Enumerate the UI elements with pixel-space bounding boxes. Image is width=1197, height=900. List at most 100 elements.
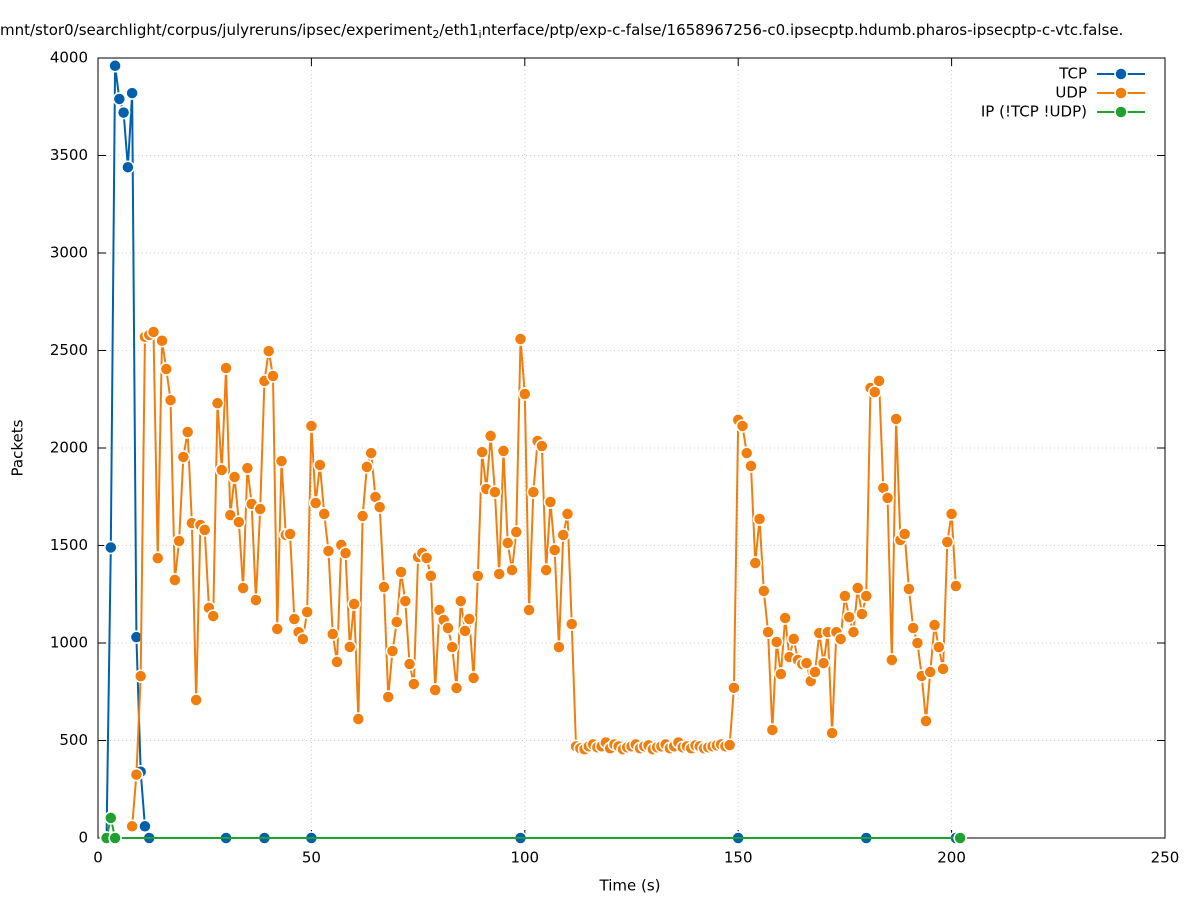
data-point	[927, 618, 942, 632]
data-point	[944, 507, 959, 521]
data-point	[232, 515, 246, 529]
data-point	[180, 425, 195, 439]
series-line	[131, 330, 957, 827]
data-point	[940, 535, 955, 549]
data-point	[163, 393, 178, 407]
x-tick-label: 200	[937, 849, 966, 867]
data-point	[471, 569, 485, 583]
data-point	[168, 573, 182, 587]
data-point	[210, 396, 225, 410]
data-point	[129, 630, 144, 644]
data-point	[419, 551, 434, 565]
data-point	[270, 622, 285, 636]
data-point	[317, 507, 331, 521]
x-tick-label: 150	[724, 849, 753, 867]
data-point	[744, 459, 758, 473]
data-point	[556, 528, 570, 542]
data-point	[274, 454, 289, 468]
title-part: 2	[432, 28, 439, 41]
data-point	[859, 589, 873, 603]
data-point	[880, 491, 895, 505]
data-point	[381, 690, 395, 704]
data-point	[850, 581, 865, 595]
data-point	[407, 677, 421, 691]
data-point	[360, 460, 374, 474]
data-point	[496, 444, 511, 458]
data-point	[522, 603, 536, 617]
data-point	[816, 656, 831, 670]
data-point	[133, 669, 148, 683]
data-point	[889, 412, 903, 426]
data-point	[552, 640, 566, 654]
data-point	[227, 470, 242, 484]
data-point	[949, 579, 963, 593]
data-point	[236, 581, 250, 595]
data-point	[197, 523, 212, 537]
data-point	[833, 632, 848, 646]
y-tick-label: 1500	[50, 536, 88, 554]
data-point	[748, 556, 763, 570]
data-point	[739, 446, 754, 460]
data-point	[351, 712, 366, 726]
y-tick-label: 2500	[50, 341, 88, 359]
data-point	[296, 632, 310, 646]
data-point	[449, 681, 464, 695]
data-point	[932, 640, 946, 654]
legend-label: TCP	[1058, 65, 1087, 83]
data-point	[919, 714, 933, 728]
data-point	[547, 543, 562, 557]
y-tick-label: 3500	[50, 146, 88, 164]
data-point	[722, 738, 737, 752]
data-point	[176, 450, 191, 464]
data-point	[151, 551, 165, 565]
title-part: i	[479, 28, 482, 41]
data-point	[112, 92, 127, 106]
data-point	[394, 565, 408, 579]
data-point	[838, 589, 852, 603]
plot-area	[99, 59, 967, 845]
data-point	[206, 609, 220, 623]
data-point	[129, 767, 144, 782]
legend-marker	[1114, 105, 1128, 119]
x-tick-label: 0	[93, 849, 103, 867]
data-point	[518, 387, 532, 401]
data-point	[564, 617, 579, 631]
data-point	[902, 582, 916, 596]
data-point	[219, 361, 233, 375]
data-point	[104, 540, 118, 555]
data-point	[428, 683, 442, 697]
data-point	[786, 632, 801, 646]
data-point	[223, 508, 238, 522]
data-point	[108, 831, 122, 845]
data-point	[936, 662, 950, 676]
data-point	[338, 546, 353, 560]
y-tick-label: 3000	[50, 244, 88, 262]
data-point	[526, 485, 541, 499]
y-tick-label: 4000	[50, 49, 88, 67]
data-point	[125, 86, 139, 100]
data-point	[906, 621, 920, 635]
data-point	[535, 439, 549, 453]
data-point	[846, 625, 861, 639]
data-point	[560, 507, 575, 521]
data-point	[138, 819, 152, 834]
data-point	[462, 612, 477, 626]
data-point	[505, 563, 519, 577]
data-point	[458, 624, 472, 638]
data-point	[304, 419, 319, 433]
data-point	[215, 463, 229, 477]
data-point	[513, 332, 528, 346]
data-point	[377, 580, 391, 594]
data-point	[500, 536, 515, 550]
title-part: nterface/ptp/exp-c-false/1658967256-c0.i…	[482, 21, 1124, 39]
data-point	[343, 640, 357, 654]
data-point	[825, 726, 839, 740]
data-point	[868, 385, 882, 399]
data-point	[308, 496, 323, 510]
data-point	[897, 527, 912, 541]
data-point	[155, 334, 169, 348]
data-point	[253, 502, 267, 516]
data-point	[121, 160, 135, 174]
